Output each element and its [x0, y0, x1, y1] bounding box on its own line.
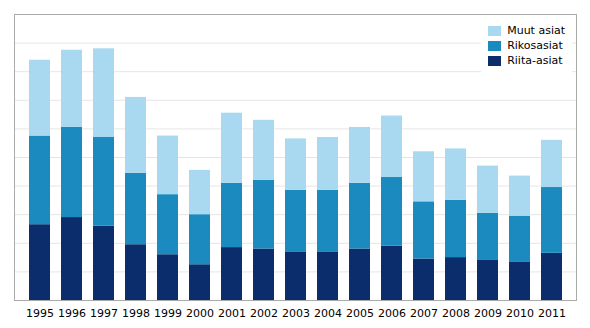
html-text:Rikosasiat: Rikosasiat — [507, 39, 563, 52]
svg-text:2002: 2002 — [250, 307, 278, 320]
html-text:Riita-asiat: Riita-asiat — [507, 54, 563, 67]
svg-text:2011: 2011 — [538, 307, 566, 320]
svg-text:1999: 1999 — [154, 307, 182, 320]
svg-text:2001: 2001 — [218, 307, 246, 320]
svg-text:1996: 1996 — [58, 307, 86, 320]
svg-text:2007: 2007 — [410, 307, 438, 320]
svg-text:2010: 2010 — [506, 307, 534, 320]
svg-text:2009: 2009 — [474, 307, 502, 320]
svg-text:1998: 1998 — [122, 307, 150, 320]
svg-text:2004: 2004 — [314, 307, 342, 320]
svg-text:2006: 2006 — [378, 307, 406, 320]
html-text:Muut asiat: Muut asiat — [507, 24, 565, 37]
svg-text:1995: 1995 — [26, 307, 54, 320]
svg-text:2005: 2005 — [346, 307, 374, 320]
svg-text:2003: 2003 — [282, 307, 310, 320]
svg-text:1997: 1997 — [90, 307, 118, 320]
svg-text:2008: 2008 — [442, 307, 470, 320]
svg-text:2000: 2000 — [186, 307, 214, 320]
